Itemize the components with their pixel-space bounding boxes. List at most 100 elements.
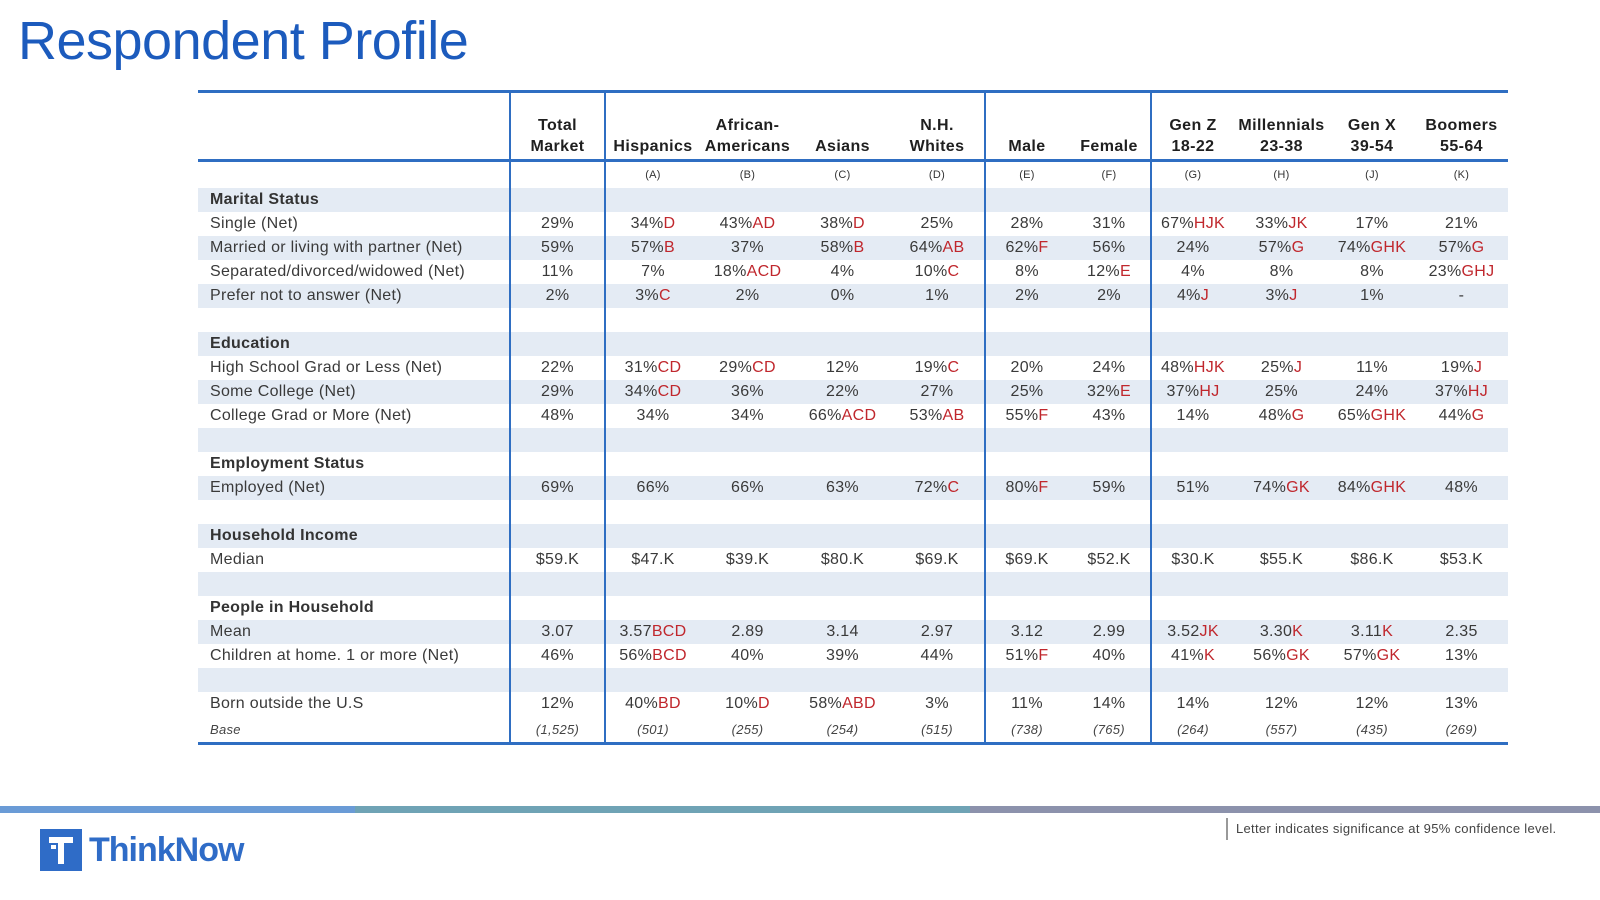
cell-value: 66% — [636, 479, 670, 496]
table-cell: 37% — [700, 236, 795, 260]
cell-value: 3% — [635, 287, 659, 304]
column-header: Gen X 39-54 — [1329, 92, 1415, 161]
table-cell — [1329, 452, 1415, 476]
table-cell — [700, 188, 795, 212]
table-cell: $86.K — [1329, 548, 1415, 572]
cell-value: 56% — [1092, 239, 1126, 256]
table-row: Employed (Net) 69% 66% 66% 63% 72%C 80%F 59% 51%… — [198, 476, 1508, 500]
row-label — [198, 308, 510, 332]
table-cell: 57%GK — [1329, 644, 1415, 668]
table-cell — [1234, 428, 1329, 452]
table-cell: 22% — [795, 380, 890, 404]
column-letter: (H) — [1273, 169, 1290, 181]
table-cell: 11% — [509, 260, 605, 284]
table-cell — [1415, 428, 1508, 452]
row-label: High School Grad or Less (Net) — [210, 359, 443, 376]
cell-value: 12% — [1355, 695, 1389, 712]
column-header-line: Boomers — [1425, 117, 1498, 134]
table-cell — [509, 572, 605, 596]
table-cell: 12% — [795, 356, 890, 380]
cell-value: 46% — [541, 647, 574, 664]
cell-value: 8% — [1269, 263, 1294, 280]
significance-letters: CD — [657, 383, 682, 400]
table-cell: 12% — [509, 692, 605, 716]
cell-value: 3% — [925, 695, 949, 712]
cell-value: (254) — [826, 721, 859, 737]
column-header-line: Americans — [704, 138, 791, 155]
table-cell: 3% — [890, 692, 985, 716]
cell-value: (515) — [921, 721, 953, 737]
table-row: Born outside the U.S 12% 40%BD 10%D 58%ABD 3%… — [198, 692, 1508, 716]
cell-value: 29% — [541, 215, 574, 232]
table-cell: (435) — [1329, 716, 1415, 744]
table-cell — [1068, 596, 1151, 620]
column-letter: (K) — [1453, 169, 1470, 181]
table-cell — [1234, 332, 1329, 356]
table-cell: 64%AB — [890, 236, 985, 260]
significance-letters: GHK — [1370, 479, 1407, 496]
table-row: Children at home. 1 or more (Net) 46% 56%B… — [198, 644, 1508, 668]
table-cell: 8% — [1234, 260, 1329, 284]
table-cell: 24% — [1068, 356, 1151, 380]
row-label: Some College (Net) — [198, 380, 510, 404]
cell-value: 57% — [1258, 239, 1292, 256]
table-cell — [1150, 452, 1234, 476]
section-row: Marital Status — [198, 188, 1508, 212]
table-cell: 1% — [890, 284, 985, 308]
table-cell — [1234, 188, 1329, 212]
row-label: Base — [210, 721, 241, 737]
cell-value: 34% — [630, 215, 664, 232]
table-cell — [890, 332, 985, 356]
table-cell: 53%AB — [890, 404, 985, 428]
table-cell — [700, 332, 795, 356]
cell-value: 19% — [1440, 359, 1474, 376]
cell-value: $47.K — [631, 551, 675, 568]
table-row: College Grad or More (Net) 48% 34% 34% 66%AC… — [198, 404, 1508, 428]
row-label: College Grad or More (Net) — [210, 407, 412, 424]
cell-value: 2.97 — [920, 623, 954, 640]
cell-value: 3.11 — [1350, 623, 1383, 640]
table-cell: $59.K — [509, 548, 605, 572]
cell-value: 72% — [914, 479, 948, 496]
table-cell — [1329, 524, 1415, 548]
table-cell — [890, 188, 985, 212]
base-row: Base (1,525) (501) (255) (254) (515) (738) (765… — [198, 716, 1508, 744]
cell-value: 37% — [1434, 383, 1468, 400]
table-cell — [795, 428, 890, 452]
table-cell — [984, 596, 1068, 620]
cell-value: (501) — [637, 721, 669, 737]
table-row: Separated/divorced/widowed (Net) 11% 7% 18%… — [198, 260, 1508, 284]
table-cell: 41%K — [1150, 644, 1234, 668]
column-letter-row: (A) (B) (C) (D) (E) (F) (G) (H) (J) (K) — [198, 160, 1508, 188]
cell-value: 18% — [713, 263, 747, 280]
table-cell — [1068, 332, 1151, 356]
row-label: Employed (Net) — [198, 476, 510, 500]
cell-value: $59.K — [535, 551, 580, 568]
cell-value: 43% — [1092, 407, 1126, 424]
significance-letters: BCD — [652, 647, 687, 664]
significance-letters: GK — [1376, 647, 1401, 664]
footer-stripe — [0, 806, 1600, 813]
column-header: Millennials 23-38 — [1234, 92, 1329, 161]
row-label — [198, 500, 510, 524]
spacer-row — [198, 428, 1508, 452]
cell-value: 41% — [1171, 647, 1204, 664]
column-header: N.H. Whites — [890, 92, 985, 161]
table-cell — [700, 308, 795, 332]
table-cell: 13% — [1415, 692, 1508, 716]
table-cell: 44%G — [1415, 404, 1508, 428]
table-cell — [700, 524, 795, 548]
cell-value: 4% — [830, 263, 855, 280]
table-cell: 84%GHK — [1329, 476, 1415, 500]
column-header: Asians — [795, 92, 890, 161]
table-cell: 25% — [1234, 380, 1329, 404]
table-cell: 39% — [795, 644, 890, 668]
table-cell — [1329, 572, 1415, 596]
cell-value: 51% — [1176, 479, 1210, 496]
column-header-line: 55-64 — [1440, 138, 1483, 155]
table-cell: 34% — [700, 404, 795, 428]
table-cell — [1150, 428, 1234, 452]
significance-letters: J — [1473, 359, 1483, 376]
column-header-line: Asians — [815, 138, 870, 155]
table-cell — [1234, 452, 1329, 476]
